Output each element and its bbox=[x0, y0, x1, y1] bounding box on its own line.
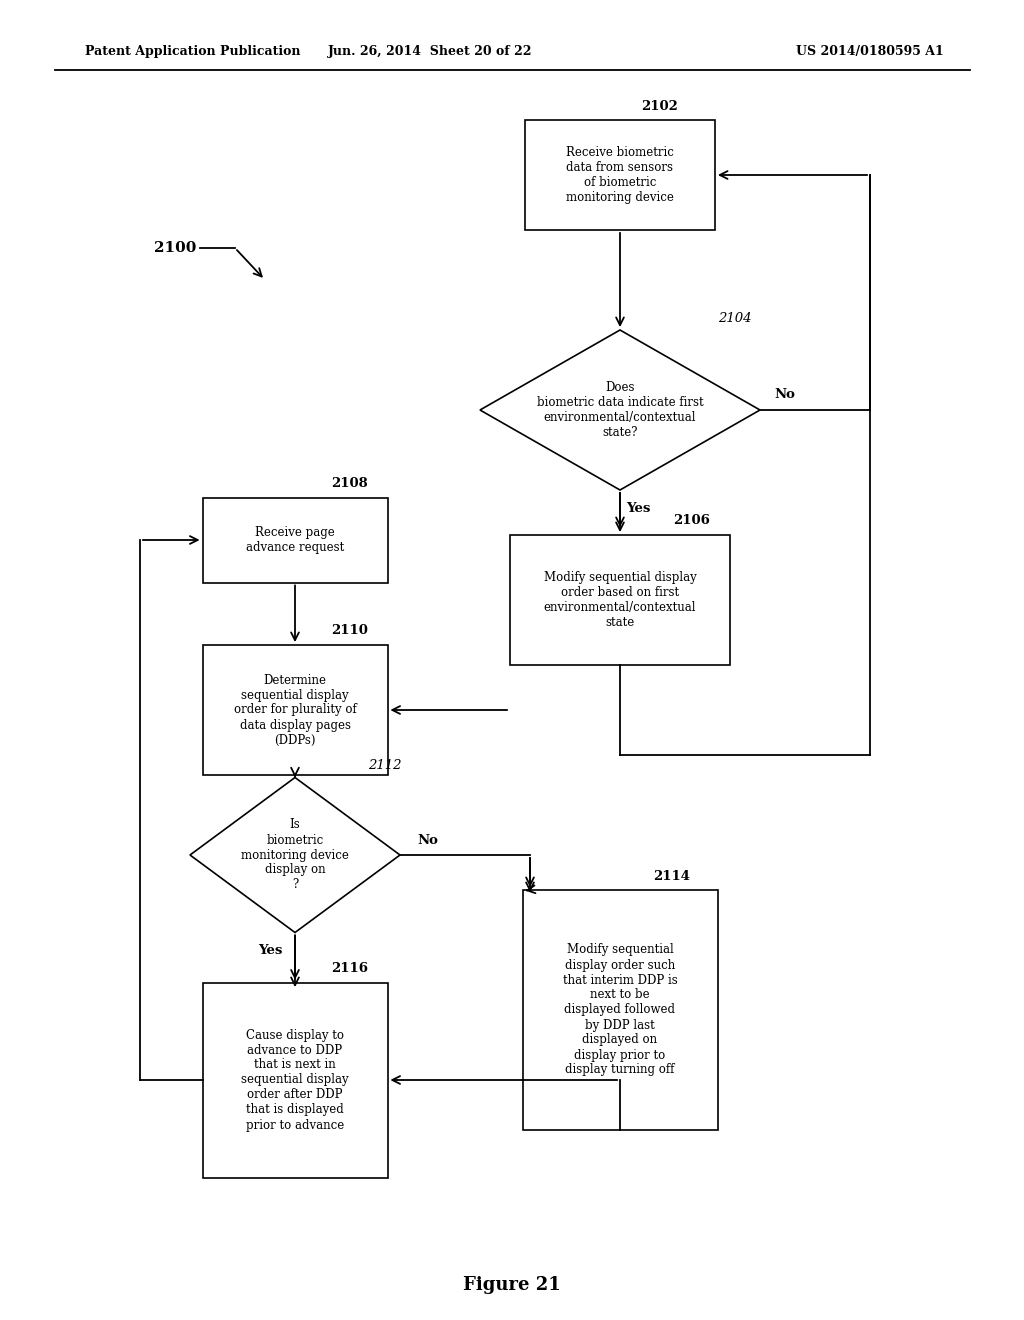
Text: US 2014/0180595 A1: US 2014/0180595 A1 bbox=[796, 45, 944, 58]
Text: Yes: Yes bbox=[258, 944, 283, 957]
Text: Receive biometric
data from sensors
of biometric
monitoring device: Receive biometric data from sensors of b… bbox=[566, 147, 674, 205]
Bar bbox=[203, 645, 387, 775]
Text: 2102: 2102 bbox=[642, 99, 679, 112]
Text: 2108: 2108 bbox=[332, 477, 369, 490]
Text: Does
biometric data indicate first
environmental/contextual
state?: Does biometric data indicate first envir… bbox=[537, 381, 703, 440]
Text: Modify sequential display
order based on first
environmental/contextual
state: Modify sequential display order based on… bbox=[544, 572, 696, 630]
Bar bbox=[203, 982, 387, 1177]
Polygon shape bbox=[190, 777, 400, 932]
Text: No: No bbox=[418, 833, 438, 846]
Text: Patent Application Publication: Patent Application Publication bbox=[85, 45, 300, 58]
Text: Determine
sequential display
order for plurality of
data display pages
(DDPs): Determine sequential display order for p… bbox=[233, 673, 356, 747]
Text: Is
biometric
monitoring device
display on
?: Is biometric monitoring device display o… bbox=[241, 818, 349, 891]
Bar bbox=[525, 120, 715, 230]
Text: No: No bbox=[774, 388, 796, 400]
Text: Modify sequential
display order such
that interim DDP is
next to be
displayed fo: Modify sequential display order such tha… bbox=[562, 944, 677, 1077]
Text: Cause display to
advance to DDP
that is next in
sequential display
order after D: Cause display to advance to DDP that is … bbox=[242, 1028, 349, 1131]
Text: 2114: 2114 bbox=[653, 870, 690, 883]
Text: 2104: 2104 bbox=[718, 312, 752, 325]
Text: 2112: 2112 bbox=[369, 759, 401, 772]
Text: Jun. 26, 2014  Sheet 20 of 22: Jun. 26, 2014 Sheet 20 of 22 bbox=[328, 45, 532, 58]
Text: 2106: 2106 bbox=[674, 515, 711, 528]
Bar bbox=[203, 498, 387, 582]
Text: Receive page
advance request: Receive page advance request bbox=[246, 525, 344, 554]
Text: Yes: Yes bbox=[626, 502, 650, 515]
Polygon shape bbox=[480, 330, 760, 490]
Text: 2116: 2116 bbox=[332, 962, 369, 975]
Text: Figure 21: Figure 21 bbox=[463, 1276, 561, 1294]
Bar bbox=[522, 890, 718, 1130]
Text: 2110: 2110 bbox=[332, 624, 369, 638]
Bar bbox=[510, 535, 730, 665]
Text: 2100: 2100 bbox=[154, 242, 197, 255]
